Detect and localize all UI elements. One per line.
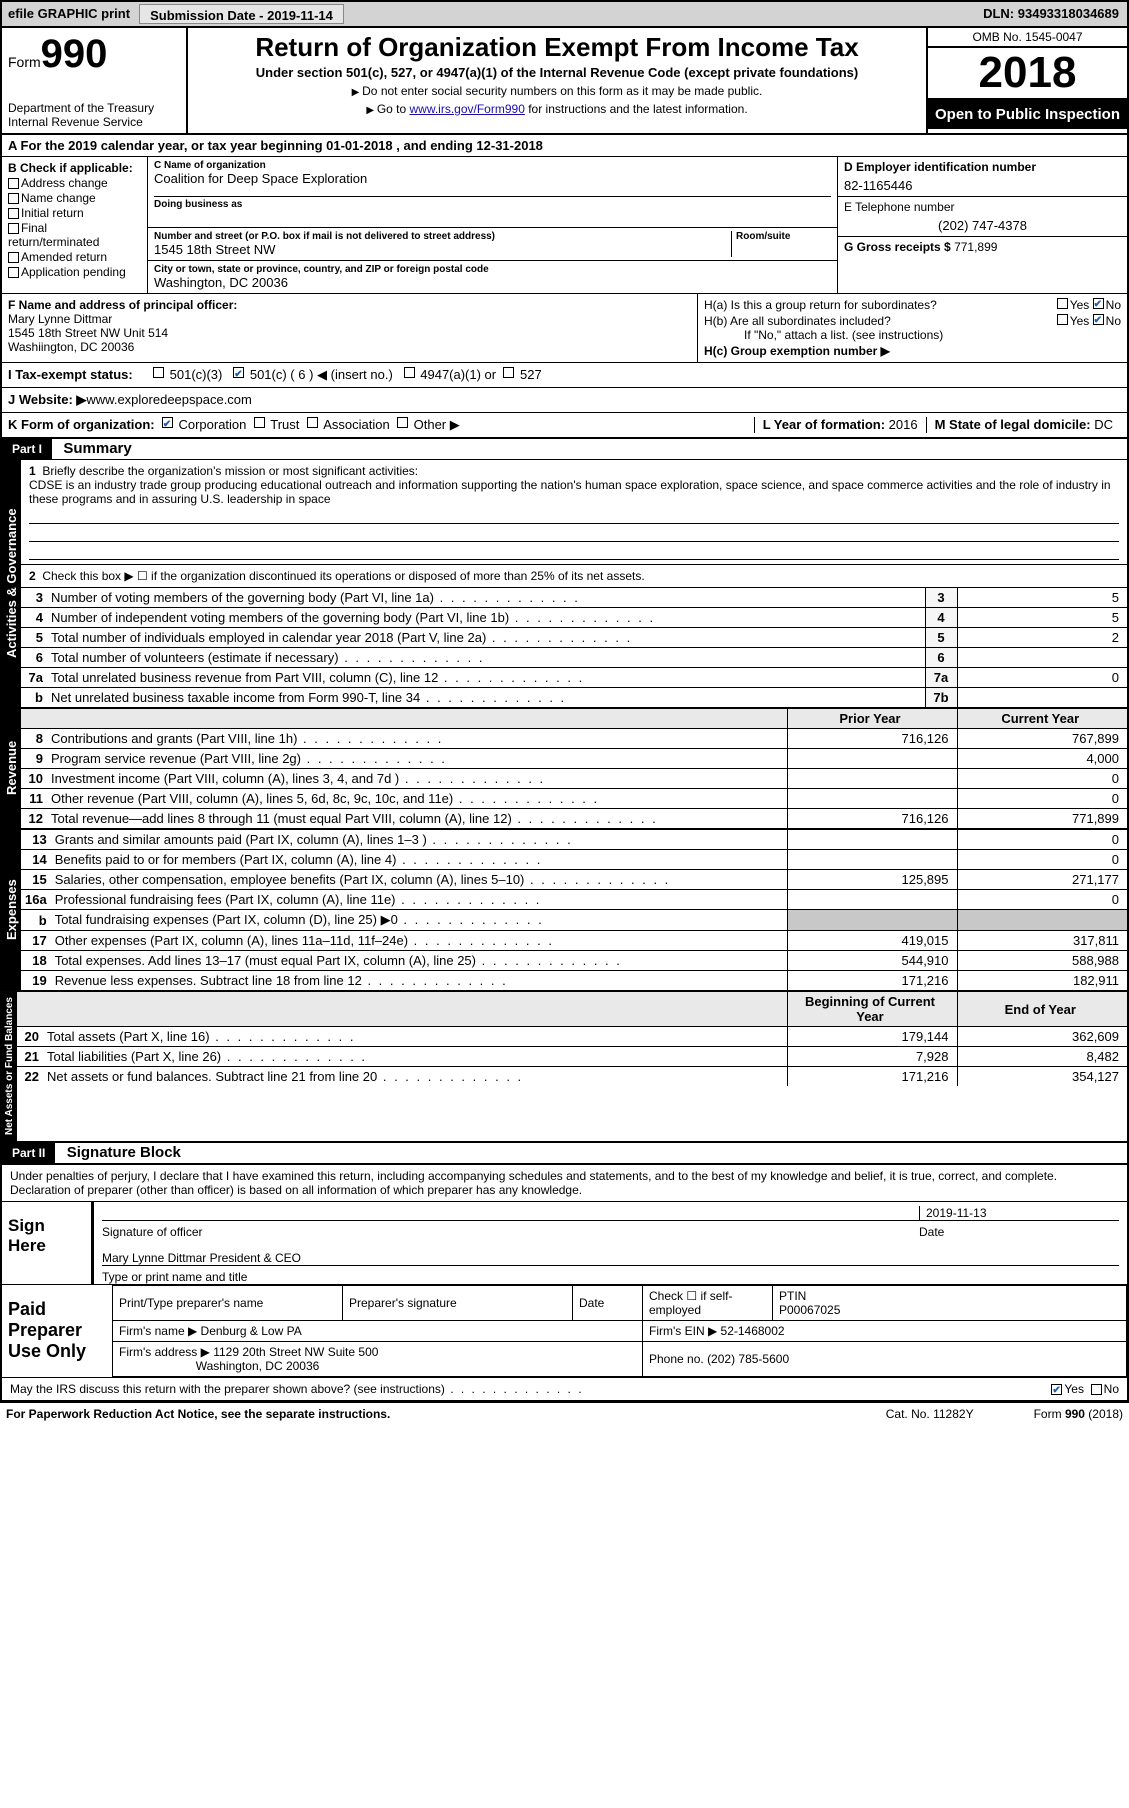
form-label: Form xyxy=(8,54,41,70)
irs-label: Internal Revenue Service xyxy=(8,115,180,129)
hb-no[interactable] xyxy=(1093,314,1104,325)
sig-name-cap: Type or print name and title xyxy=(102,1270,247,1284)
ha-label: H(a) Is this a group return for subordin… xyxy=(704,298,1057,312)
q2-label: Check this box ▶ ☐ if the organization d… xyxy=(42,569,644,583)
firm-phone: (202) 785-5600 xyxy=(707,1352,789,1366)
city-label: City or town, state or province, country… xyxy=(154,264,831,275)
form-number: 990 xyxy=(41,32,108,76)
side-expenses: Expenses xyxy=(2,829,21,990)
chk-amended[interactable] xyxy=(8,252,19,263)
sig-officer-cap: Signature of officer xyxy=(102,1225,919,1239)
tel-label: E Telephone number xyxy=(844,200,1121,214)
part2-title: Signature Block xyxy=(59,1141,189,1164)
chk-trust[interactable] xyxy=(254,417,265,428)
pra-notice: For Paperwork Reduction Act Notice, see … xyxy=(6,1407,390,1421)
form-title: Return of Organization Exempt From Incom… xyxy=(196,32,918,63)
open-inspection: Open to Public Inspection xyxy=(928,100,1127,129)
chk-501c[interactable] xyxy=(233,367,244,378)
submission-date-btn[interactable]: Submission Date - 2019-11-14 xyxy=(139,4,344,24)
tax-year: 2018 xyxy=(928,48,1127,100)
q1-label: Briefly describe the organization's miss… xyxy=(42,464,418,478)
gross-value: 771,899 xyxy=(954,240,997,254)
website-value: www.exploredeepspace.com xyxy=(86,392,251,408)
discuss-no[interactable] xyxy=(1091,1384,1102,1395)
part2-header: Part II xyxy=(2,1143,55,1163)
hb-label: H(b) Are all subordinates included? xyxy=(704,314,1057,328)
part1-header: Part I xyxy=(2,439,52,459)
chk-corp[interactable] xyxy=(162,417,173,428)
hb-note: If "No," attach a list. (see instruction… xyxy=(704,328,1121,342)
dept-treasury: Department of the Treasury xyxy=(8,101,180,115)
street-value: 1545 18th Street NW xyxy=(154,242,731,257)
dba-label: Doing business as xyxy=(154,196,831,210)
perjury-decl: Under penalties of perjury, I declare th… xyxy=(2,1165,1127,1201)
sign-here-label: Sign Here xyxy=(2,1202,87,1284)
chk-assoc[interactable] xyxy=(307,417,318,428)
dln-label: DLN: 93493318034689 xyxy=(975,2,1127,26)
col-b-title: B Check if applicable: xyxy=(8,161,141,175)
year-formation: 2016 xyxy=(889,417,918,432)
ein-value: 82-1165446 xyxy=(844,178,1121,193)
sig-date: 2019-11-13 xyxy=(919,1206,1119,1220)
ein-label: D Employer identification number xyxy=(844,160,1121,174)
sig-name: Mary Lynne Dittmar President & CEO xyxy=(102,1251,301,1265)
city-value: Washington, DC 20036 xyxy=(154,275,831,290)
org-name: Coalition for Deep Space Exploration xyxy=(154,171,831,186)
form-ref: Form 990 (2018) xyxy=(1034,1407,1123,1421)
instructions-note: Go to www.irs.gov/Form990 for instructio… xyxy=(196,102,918,116)
website-label: J Website: ▶ xyxy=(8,392,86,408)
hc-label: H(c) Group exemption number ▶ xyxy=(704,344,1121,358)
firm-addr2: Washington, DC 20036 xyxy=(196,1359,320,1373)
firm-ein: 52-1468002 xyxy=(721,1324,785,1338)
chk-final[interactable] xyxy=(8,223,19,234)
officer-addr2: Washiington, DC 20036 xyxy=(8,340,691,354)
chk-other[interactable] xyxy=(397,417,408,428)
sig-date-cap: Date xyxy=(919,1225,1119,1239)
cat-no: Cat. No. 11282Y xyxy=(886,1407,974,1421)
chk-501c3[interactable] xyxy=(153,367,164,378)
chk-initial[interactable] xyxy=(8,208,19,219)
side-governance: Activities & Governance xyxy=(2,460,21,707)
gross-label: G Gross receipts $ xyxy=(844,240,954,254)
chk-address[interactable] xyxy=(8,178,19,189)
chk-4947[interactable] xyxy=(404,367,415,378)
instructions-link[interactable]: www.irs.gov/Form990 xyxy=(410,102,525,116)
chk-name[interactable] xyxy=(8,193,19,204)
side-revenue: Revenue xyxy=(2,708,21,828)
ptin-value: P00067025 xyxy=(779,1303,1120,1317)
row-a-period: A For the 2019 calendar year, or tax yea… xyxy=(2,133,1127,156)
tel-value: (202) 747-4378 xyxy=(844,218,1121,233)
tax-status-label: I Tax-exempt status: xyxy=(8,367,153,383)
form-subtitle: Under section 501(c), 527, or 4947(a)(1)… xyxy=(196,65,918,80)
firm-name: Denburg & Low PA xyxy=(201,1324,302,1338)
omb-number: OMB No. 1545-0047 xyxy=(928,28,1127,48)
street-label: Number and street (or P.O. box if mail i… xyxy=(154,231,731,242)
ha-yes[interactable] xyxy=(1057,298,1068,309)
ssn-note: Do not enter social security numbers on … xyxy=(196,84,918,98)
officer-label: F Name and address of principal officer: xyxy=(8,298,691,312)
room-label: Room/suite xyxy=(736,231,831,242)
ha-no[interactable] xyxy=(1093,298,1104,309)
org-name-label: C Name of organization xyxy=(154,160,831,171)
hb-yes[interactable] xyxy=(1057,314,1068,325)
paid-prep-label: Paid Preparer Use Only xyxy=(2,1285,112,1377)
officer-name: Mary Lynne Dittmar xyxy=(8,312,691,326)
side-netassets: Net Assets or Fund Balances xyxy=(2,991,17,1141)
discuss-yes[interactable] xyxy=(1051,1384,1062,1395)
state-domicile: DC xyxy=(1094,417,1113,432)
firm-addr1: 1129 20th Street NW Suite 500 xyxy=(213,1345,378,1359)
efile-label: efile GRAPHIC print xyxy=(2,2,136,26)
part1-title: Summary xyxy=(55,437,139,460)
chk-pending[interactable] xyxy=(8,267,19,278)
mission-text: CDSE is an industry trade group producin… xyxy=(29,478,1119,506)
form-org-label: K Form of organization: xyxy=(8,417,155,433)
officer-addr1: 1545 18th Street NW Unit 514 xyxy=(8,326,691,340)
chk-527[interactable] xyxy=(503,367,514,378)
discuss-label: May the IRS discuss this return with the… xyxy=(10,1382,584,1396)
